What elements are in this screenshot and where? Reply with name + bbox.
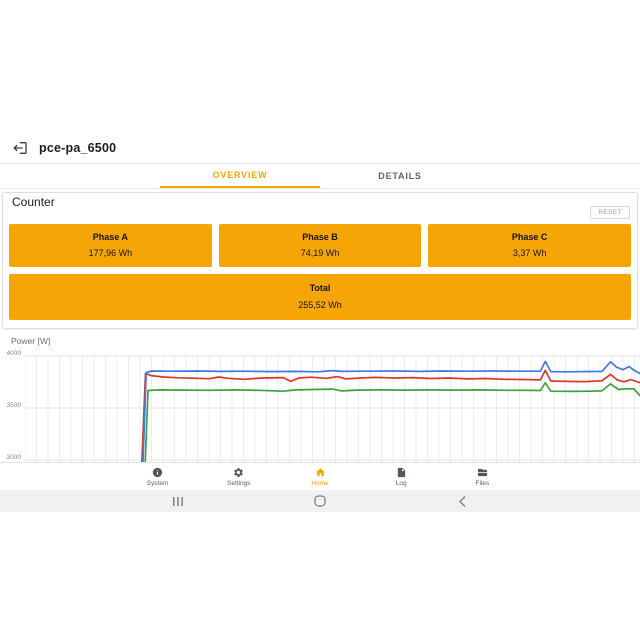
phase-c-card: Phase C 3,37 Wh — [428, 224, 632, 267]
phase-a-value: 177,96 Wh — [88, 248, 133, 258]
app-bar: pce-pa_6500 — [0, 133, 640, 164]
phase-b-label: Phase B — [302, 232, 338, 242]
chart-title: Power [W] — [11, 336, 51, 346]
nav-item-files[interactable]: Files — [442, 463, 523, 491]
phase-row: Phase A 177,96 Wh Phase B 74,19 Wh Phase… — [9, 224, 632, 267]
y-axis-tick: 4000 — [6, 349, 21, 357]
nav-label: System — [146, 480, 169, 487]
android-back-button[interactable] — [452, 490, 472, 512]
phase-a-card: Phase A 177,96 Wh — [9, 224, 212, 267]
y-axis-tick: 3000 — [6, 453, 21, 461]
nav-label: Log — [395, 480, 407, 487]
total-label: Total — [309, 283, 331, 293]
nav-item-home[interactable]: Home — [279, 463, 360, 491]
y-axis-tick: 3500 — [6, 401, 21, 409]
total-value: 255,52 Wh — [298, 300, 342, 310]
phase-c-label: Phase C — [511, 232, 548, 242]
app-bottom-nav: System Settings Home Log Files — [0, 462, 640, 491]
recents-icon — [173, 496, 183, 506]
home-icon — [315, 468, 325, 477]
android-home-button[interactable] — [310, 490, 330, 512]
nav-label: Settings — [227, 480, 251, 487]
total-card: Total 255,52 Wh — [9, 274, 631, 320]
nav-label: Home — [311, 480, 329, 487]
tab-details[interactable]: DETAILS — [378, 171, 422, 181]
page-title: pce-pa_6500 — [39, 141, 117, 155]
phase-b-card: Phase B 74,19 Wh — [218, 224, 422, 267]
android-nav-bar — [0, 490, 640, 512]
chart-plot-area — [25, 355, 640, 462]
nav-label: Files — [475, 480, 490, 487]
settings-icon — [234, 468, 244, 477]
files-icon — [477, 468, 487, 477]
phase-c-value: 3,37 Wh — [512, 248, 547, 258]
power-chart: Power [W] 4000 3500 3000 — [0, 332, 640, 462]
tab-bar: OVERVIEW DETAILS — [0, 164, 640, 189]
info-icon — [153, 467, 163, 478]
phase-b-value: 74,19 Wh — [300, 248, 340, 258]
android-recents-button[interactable] — [168, 490, 188, 512]
log-icon — [397, 467, 405, 478]
counter-heading: Counter — [12, 195, 55, 209]
nav-item-log[interactable]: Log — [361, 463, 442, 491]
nav-item-system[interactable]: System — [117, 463, 198, 491]
tab-overview[interactable]: OVERVIEW — [160, 164, 320, 188]
counter-card: Counter RESET Phase A 177,96 Wh Phase B … — [2, 192, 638, 329]
reset-button[interactable]: RESET — [590, 206, 630, 219]
phase-a-label: Phase A — [92, 232, 128, 242]
exit-to-app-icon[interactable] — [12, 140, 28, 156]
home-squircle-icon — [314, 495, 326, 507]
back-chevron-icon — [458, 495, 465, 507]
nav-item-settings[interactable]: Settings — [198, 463, 279, 491]
